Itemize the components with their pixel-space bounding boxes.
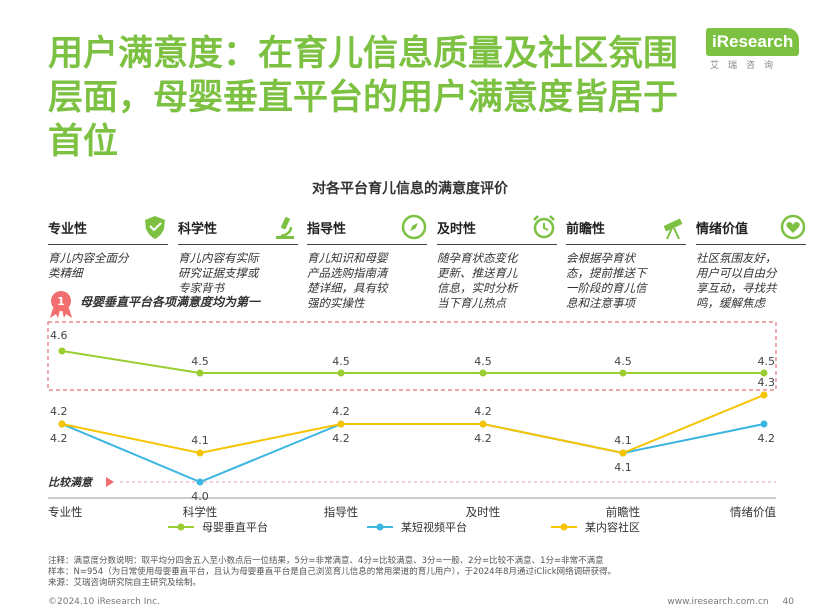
data-label-below: 4.2 <box>474 432 492 445</box>
dimension-professional: 专业性 育儿内容全面分类精细 <box>48 214 168 281</box>
dimension-desc: 育儿内容有实际研究证据支撑或专家背书 <box>178 251 259 295</box>
x-tick-label: 前瞻性 <box>606 505 641 519</box>
satisfaction-line-chart: 1 母婴垂直平台各项满意度均为第一 比较满意 4.6 4.2 4.2 4.5 4.1 4.… <box>47 291 777 534</box>
dimension-desc: 育儿知识和母婴产品选购指南清楚详细，具有较强的实操性 <box>307 251 388 310</box>
data-point <box>58 347 66 355</box>
legend-label: 母婴垂直平台 <box>202 520 268 534</box>
x-tick-label: 专业性 <box>48 505 83 519</box>
footer-page: 40 <box>782 597 794 607</box>
legend-item-2: 某内容社区 <box>551 520 640 534</box>
x-tick-label: 科学性 <box>183 505 218 519</box>
x-tick-label: 及时性 <box>466 505 501 519</box>
rank-badge: 1 母婴垂直平台各项满意度均为第一 <box>50 291 262 318</box>
data-label-top: 4.5 <box>758 355 776 368</box>
data-label-above: 4.2 <box>332 405 350 418</box>
data-label-top: 4.5 <box>332 355 350 368</box>
footer-right: www.iresearch.com.cn 40 <box>653 597 794 607</box>
data-point <box>760 420 768 428</box>
data-label-below: 4.2 <box>758 432 776 445</box>
data-label-top: 4.5 <box>474 355 492 368</box>
legend: 母婴垂直平台 某短视频平台 某内容社区 <box>168 520 640 534</box>
data-label-top: 4.5 <box>191 355 209 368</box>
footer-copyright: ©2024.10 iResearch Inc. <box>48 597 160 607</box>
data-point <box>196 478 204 486</box>
baseline-arrow-icon <box>106 477 114 487</box>
data-point <box>58 420 66 428</box>
series-line-1 <box>61 423 765 484</box>
data-point <box>479 369 487 377</box>
dimension-label: 指导性 <box>307 221 347 237</box>
page-title: 用户满意度：在育儿信息质量及社区氛围层面，母婴垂直平台的用户满意度皆居于首位 <box>48 34 679 162</box>
data-label-below: 4.2 <box>332 432 350 445</box>
dimension-scientific: 科学性 育儿内容有实际研究证据支撑或专家背书 <box>178 214 298 296</box>
footnote-note: 注释：满意度分数说明：取平均分四舍五入至小数点后一位结果，5分=非常满意、4分=… <box>48 556 604 566</box>
data-point <box>196 449 204 457</box>
data-label-above: 4.2 <box>50 405 68 418</box>
dimension-desc: 随孕育状态变化更新、推送育儿信息，实时分析当下育儿热点 <box>437 251 518 310</box>
data-label-top: 4.5 <box>614 355 632 368</box>
data-point <box>619 449 627 457</box>
rank-badge-number: 1 <box>57 295 65 308</box>
dimension-foresight: 前瞻性 会根据孕育状态，提前推送下一阶段的育儿信息和注意事项 <box>566 214 686 311</box>
dimension-guidance: 指导性 育儿知识和母婴产品选购指南清楚详细，具有较强的实操性 <box>307 214 427 311</box>
telescope-icon <box>663 218 683 240</box>
data-point <box>619 369 627 377</box>
legend-item-0: 母婴垂直平台 <box>168 520 268 534</box>
dimension-label: 专业性 <box>48 221 88 237</box>
heart-icon <box>780 214 806 240</box>
data-label-below: 4.1 <box>614 461 632 474</box>
data-label-above: 4.1 <box>614 434 632 447</box>
data-label-top: 4.6 <box>50 329 68 342</box>
data-label-above: 4.2 <box>474 405 492 418</box>
series-line-2 <box>61 394 765 455</box>
x-tick-label: 情绪价值 <box>730 505 776 519</box>
data-label-above: 4.3 <box>758 376 776 389</box>
dimension-timeliness: 及时性 随孕育状态变化更新、推送育儿信息，实时分析当下育儿热点 <box>437 214 557 311</box>
logo-sub: 艾瑞咨询 <box>710 61 783 71</box>
series-line-0 <box>61 350 764 374</box>
iresearch-logo: iResearch 艾瑞咨询 <box>706 28 800 74</box>
chart-title: 对各平台育儿信息的满意度评价 <box>312 181 508 197</box>
data-point <box>479 420 487 428</box>
legend-item-1: 某短视频平台 <box>367 520 467 534</box>
data-label-above: 4.1 <box>191 434 209 447</box>
footer-url: www.iresearch.com.cn <box>667 597 769 607</box>
footnote-source: 来源：艾瑞咨询研究院自主研究及绘制。 <box>48 578 202 588</box>
footnote-sample: 样本：N=954（为日常使用母婴垂直平台，且认为母婴垂直平台是自己浏览育儿信息的… <box>48 567 617 577</box>
footnotes: 注释：满意度分数说明：取平均分四舍五入至小数点后一位结果，5分=非常满意、4分=… <box>48 556 768 589</box>
data-point <box>337 420 345 428</box>
shield-icon <box>145 216 165 239</box>
ribbon-icon <box>50 308 72 318</box>
data-point <box>760 369 768 377</box>
rank-badge-text: 母婴垂直平台各项满意度均为第一 <box>80 295 262 309</box>
data-point <box>196 369 204 377</box>
dimension-label: 科学性 <box>178 221 218 237</box>
data-label-below: 4.2 <box>50 432 68 445</box>
dimension-label: 及时性 <box>437 221 477 237</box>
dimension-label: 前瞻性 <box>566 221 606 237</box>
logo-brand: iResearch <box>706 28 800 56</box>
dimension-desc: 育儿内容全面分类精细 <box>48 251 129 280</box>
data-label-below: 4.0 <box>191 490 209 503</box>
microscope-icon <box>276 217 294 239</box>
dimension-label: 情绪价值 <box>696 221 749 237</box>
legend-label: 某内容社区 <box>585 520 640 534</box>
x-tick-label: 指导性 <box>324 505 359 519</box>
alarm-clock-icon <box>533 215 555 239</box>
dimension-desc: 社区氛围友好，用户可以自由分享互动，寻找共鸣，缓解焦虑 <box>696 251 777 310</box>
data-point <box>337 369 345 377</box>
compass-icon <box>401 214 427 240</box>
dimension-desc: 会根据孕育状态，提前推送下一阶段的育儿信息和注意事项 <box>566 251 647 310</box>
highlight-box <box>47 321 777 391</box>
rank-badge-circle <box>51 291 71 311</box>
data-point <box>760 391 768 399</box>
legend-label: 某短视频平台 <box>401 520 467 534</box>
baseline-label: 比较满意 <box>48 476 94 489</box>
dimension-emotional-value: 情绪价值 社区氛围友好，用户可以自由分享互动，寻找共鸣，缓解焦虑 <box>696 214 806 311</box>
